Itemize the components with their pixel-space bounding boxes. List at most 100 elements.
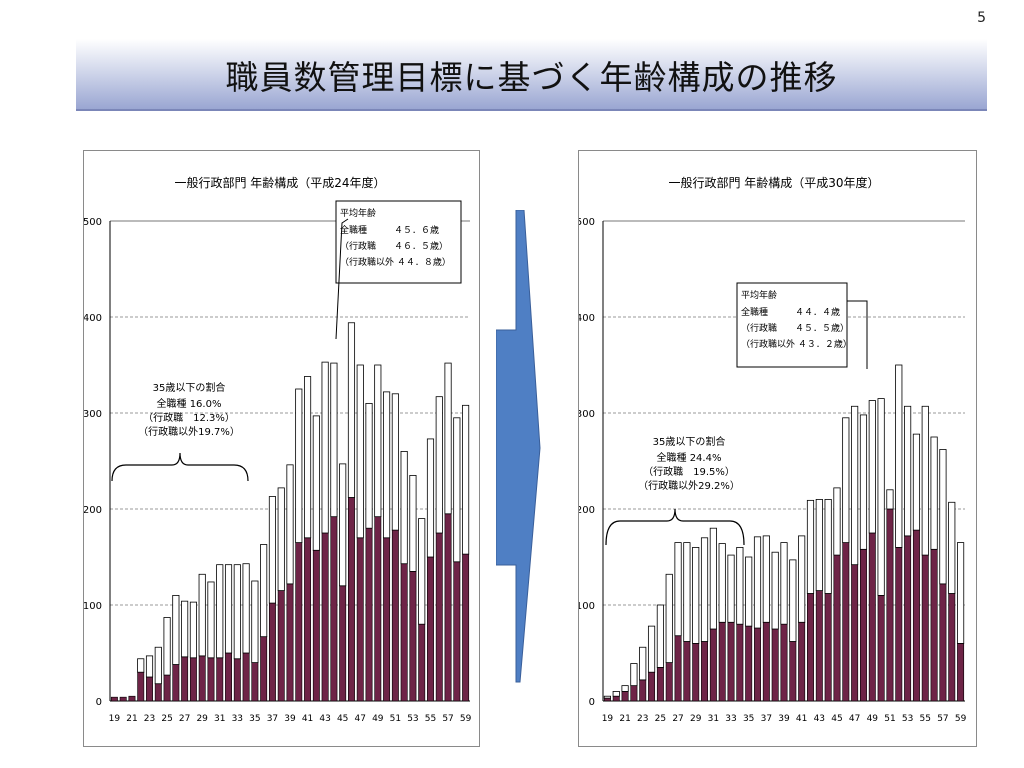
bar-segment-upper	[904, 405, 912, 537]
bar-segment-lower	[807, 593, 814, 702]
x-tick-label: 39	[284, 714, 296, 724]
bar-segment-upper	[727, 554, 735, 623]
bar-segment-upper	[798, 535, 806, 623]
x-tick-label: 47	[355, 714, 366, 724]
x-tick-label: 23	[144, 714, 155, 724]
average-age-line: （行政職 ４６．５歳）	[340, 240, 448, 252]
page-number: 5	[977, 10, 986, 26]
bar-segment-lower	[709, 628, 717, 702]
bar-segment-upper	[453, 417, 461, 563]
bar-segment-upper	[647, 625, 656, 673]
bar-segment-lower	[198, 655, 206, 702]
bar-segment-lower	[692, 643, 700, 702]
bar-segment-lower	[833, 554, 841, 702]
x-tick-label: 19	[109, 714, 121, 724]
bar-segment-lower	[374, 516, 382, 702]
under35-heading: 35歳以下の割合	[653, 435, 726, 448]
bar-segment-lower	[771, 628, 779, 702]
bar-segment-lower	[851, 564, 859, 702]
bar-segment-lower	[189, 657, 197, 702]
bar-segment-upper	[630, 663, 638, 687]
bar-segment-lower	[904, 535, 912, 702]
bar-segment-lower	[207, 657, 215, 702]
x-tick-label: 29	[690, 714, 702, 724]
bar-segment-lower	[418, 623, 426, 702]
bar-segment-upper	[709, 527, 717, 630]
x-tick-label: 57	[442, 714, 453, 724]
bar-segment-lower	[216, 657, 224, 702]
x-tick-label: 25	[161, 714, 172, 724]
x-tick-label: 49	[867, 714, 879, 724]
bar-segment-upper	[718, 543, 726, 623]
bar-segment-lower	[824, 593, 832, 702]
bar-segment-lower	[665, 662, 673, 702]
x-tick-label: 27	[179, 714, 190, 724]
x-tick-label: 33	[232, 714, 243, 724]
bar-segment-lower	[780, 623, 788, 702]
bar-segment-upper	[172, 594, 180, 665]
bar-segment-lower	[639, 679, 647, 702]
average-age-leader-line	[335, 218, 349, 340]
bar-segment-lower	[656, 667, 664, 702]
bar-segment-upper	[868, 400, 876, 534]
bar-segment-lower	[754, 627, 761, 702]
bar-segment-lower	[295, 542, 303, 702]
y-tick-label: 400	[579, 313, 595, 324]
bar-segment-upper	[418, 518, 426, 625]
x-tick-label: 37	[267, 714, 278, 724]
bar-segment-upper	[948, 501, 956, 594]
x-tick-label: 57	[937, 714, 948, 724]
bar-segment-lower	[277, 590, 285, 702]
bar-segment-lower	[444, 513, 452, 702]
bar-segment-upper	[145, 655, 154, 678]
bar-segment-lower	[163, 674, 171, 702]
under35-heading: 35歳以下の割合	[153, 381, 226, 394]
bar-segment-lower	[798, 621, 806, 702]
average-age-heading: 平均年齢	[340, 207, 376, 219]
average-age-heading: 平均年齢	[741, 289, 777, 301]
bar-segment-lower	[356, 537, 364, 702]
x-tick-label: 21	[619, 714, 630, 724]
bar-segment-upper	[207, 581, 215, 659]
right-arrow-icon	[496, 210, 541, 683]
bar-segment-upper	[277, 487, 285, 592]
bar-segment-lower	[603, 697, 611, 702]
y-tick-label: 100	[579, 601, 595, 612]
bar-segment-upper	[295, 388, 303, 544]
bar-segment-lower	[701, 641, 709, 702]
bar-segment-lower	[242, 652, 250, 702]
y-tick-label: 200	[84, 505, 102, 516]
bar-segment-lower	[462, 553, 470, 702]
y-tick-label: 200	[579, 505, 595, 516]
bar-segment-lower	[330, 516, 338, 702]
average-age-leader-line	[847, 300, 868, 369]
bar-segment-lower	[886, 508, 894, 702]
title-band: 職員数管理目標に基づく年齢構成の推移	[76, 39, 987, 111]
bar-segment-lower	[110, 696, 118, 702]
bar-segment-upper	[400, 450, 408, 565]
chart-panel-h30: 一般行政部門 年齢構成（平成30年度） 0 100 200 300 400 500 19 21 2…	[578, 150, 977, 747]
age-chart-h30: 一般行政部門 年齢構成（平成30年度） 0 100 200 300 400 500 19 21 2…	[579, 175, 967, 724]
x-tick-label: 53	[407, 714, 418, 724]
bar-segment-lower	[391, 529, 399, 702]
bar-segment-upper	[939, 449, 947, 585]
x-tick-label: 51	[390, 714, 401, 724]
bar-segment-upper	[895, 364, 903, 548]
bar-segment-upper	[815, 498, 823, 591]
bar-segment-upper	[330, 362, 338, 518]
x-tick-label: 55	[920, 714, 931, 724]
bar-segment-upper	[683, 542, 691, 642]
bar-segment-lower	[683, 641, 691, 702]
bar-segment-lower	[251, 662, 259, 702]
x-tick-label: 35	[743, 714, 754, 724]
bar-segment-lower	[339, 585, 347, 702]
bar-segment-upper	[674, 542, 682, 637]
bar-segment-lower	[409, 571, 417, 702]
bar-segment-upper	[251, 580, 259, 663]
bar-segment-lower	[365, 527, 373, 702]
average-age-box	[335, 200, 462, 284]
x-tick-label: 59	[460, 714, 472, 724]
curly-brace	[605, 508, 745, 546]
bar-segment-lower	[939, 583, 947, 702]
bar-segment-lower	[842, 542, 850, 702]
